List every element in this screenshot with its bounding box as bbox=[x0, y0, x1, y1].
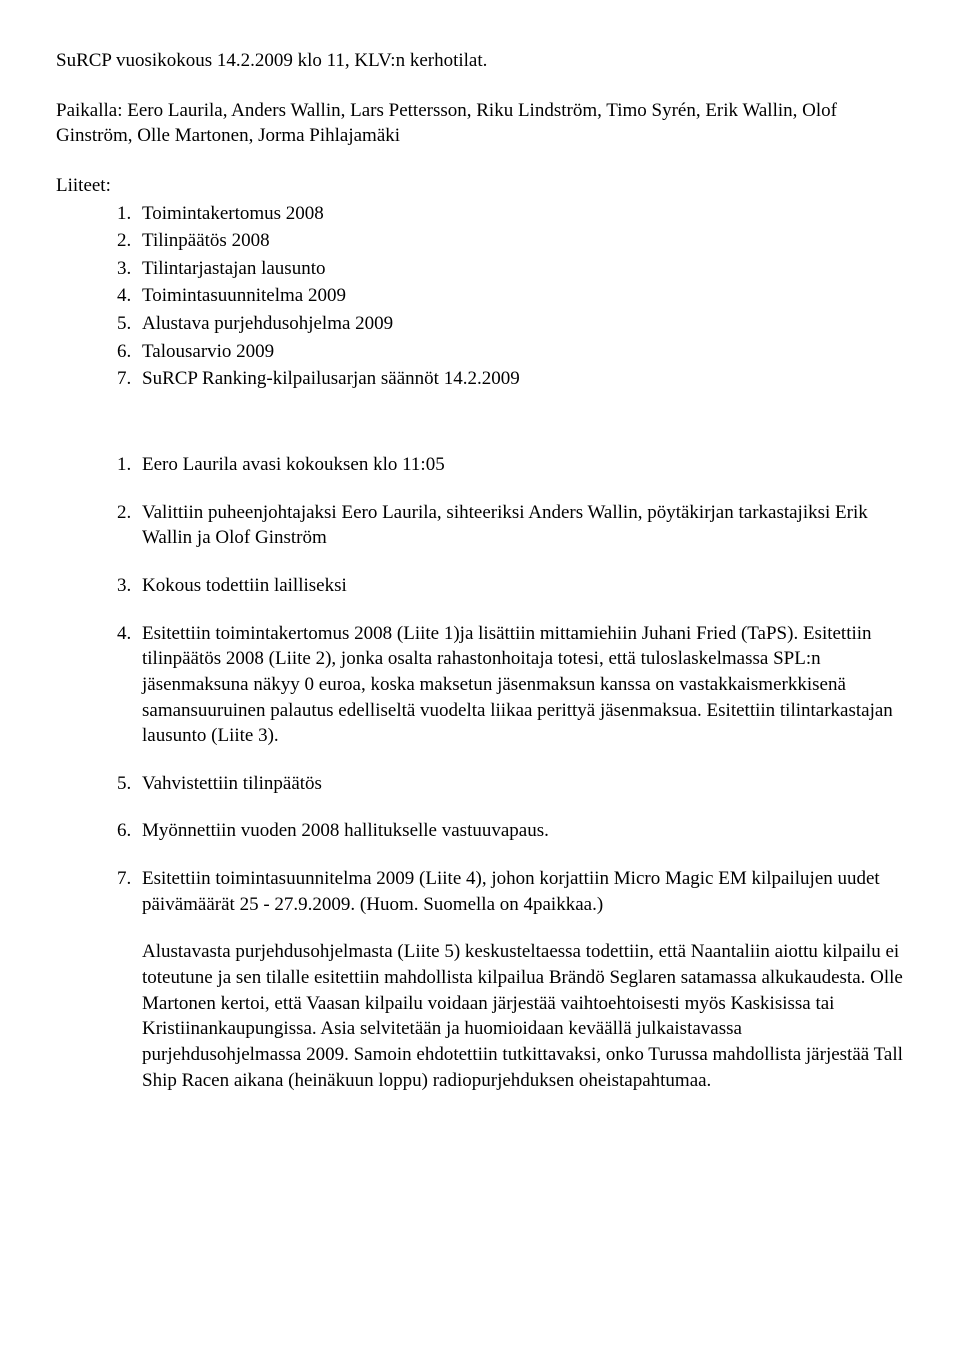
list-item: Toimintakertomus 2008 bbox=[136, 201, 904, 227]
list-item: SuRCP Ranking-kilpailusarjan säännöt 14.… bbox=[136, 366, 904, 392]
followup-paragraph: Alustavasta purjehdusohjelmasta (Liite 5… bbox=[142, 939, 904, 1093]
list-item: Tilinpäätös 2008 bbox=[136, 228, 904, 254]
list-item: Esitettiin toimintasuunnitelma 2009 (Lii… bbox=[136, 866, 904, 917]
list-item: Alustava purjehdusohjelma 2009 bbox=[136, 311, 904, 337]
list-item: Esitettiin toimintakertomus 2008 (Liite … bbox=[136, 621, 904, 749]
list-item: Toimintasuunnitelma 2009 bbox=[136, 283, 904, 309]
document-title: SuRCP vuosikokous 14.2.2009 klo 11, KLV:… bbox=[56, 48, 904, 74]
attachments-list: Toimintakertomus 2008 Tilinpäätös 2008 T… bbox=[56, 201, 904, 392]
list-item: Myönnettiin vuoden 2008 hallitukselle va… bbox=[136, 818, 904, 844]
list-item: Tilintarjastajan lausunto bbox=[136, 256, 904, 282]
minutes-list: Eero Laurila avasi kokouksen klo 11:05 V… bbox=[56, 452, 904, 917]
list-item: Talousarvio 2009 bbox=[136, 339, 904, 365]
list-item: Kokous todettiin lailliseksi bbox=[136, 573, 904, 599]
list-item: Vahvistettiin tilinpäätös bbox=[136, 771, 904, 797]
list-item: Eero Laurila avasi kokouksen klo 11:05 bbox=[136, 452, 904, 478]
attachments-heading: Liiteet: bbox=[56, 173, 904, 199]
list-item-text: Esitettiin toimintasuunnitelma 2009 (Lii… bbox=[142, 866, 904, 917]
list-item: Valittiin puheenjohtajaksi Eero Laurila,… bbox=[136, 500, 904, 551]
attendees-paragraph: Paikalla: Eero Laurila, Anders Wallin, L… bbox=[56, 98, 904, 149]
